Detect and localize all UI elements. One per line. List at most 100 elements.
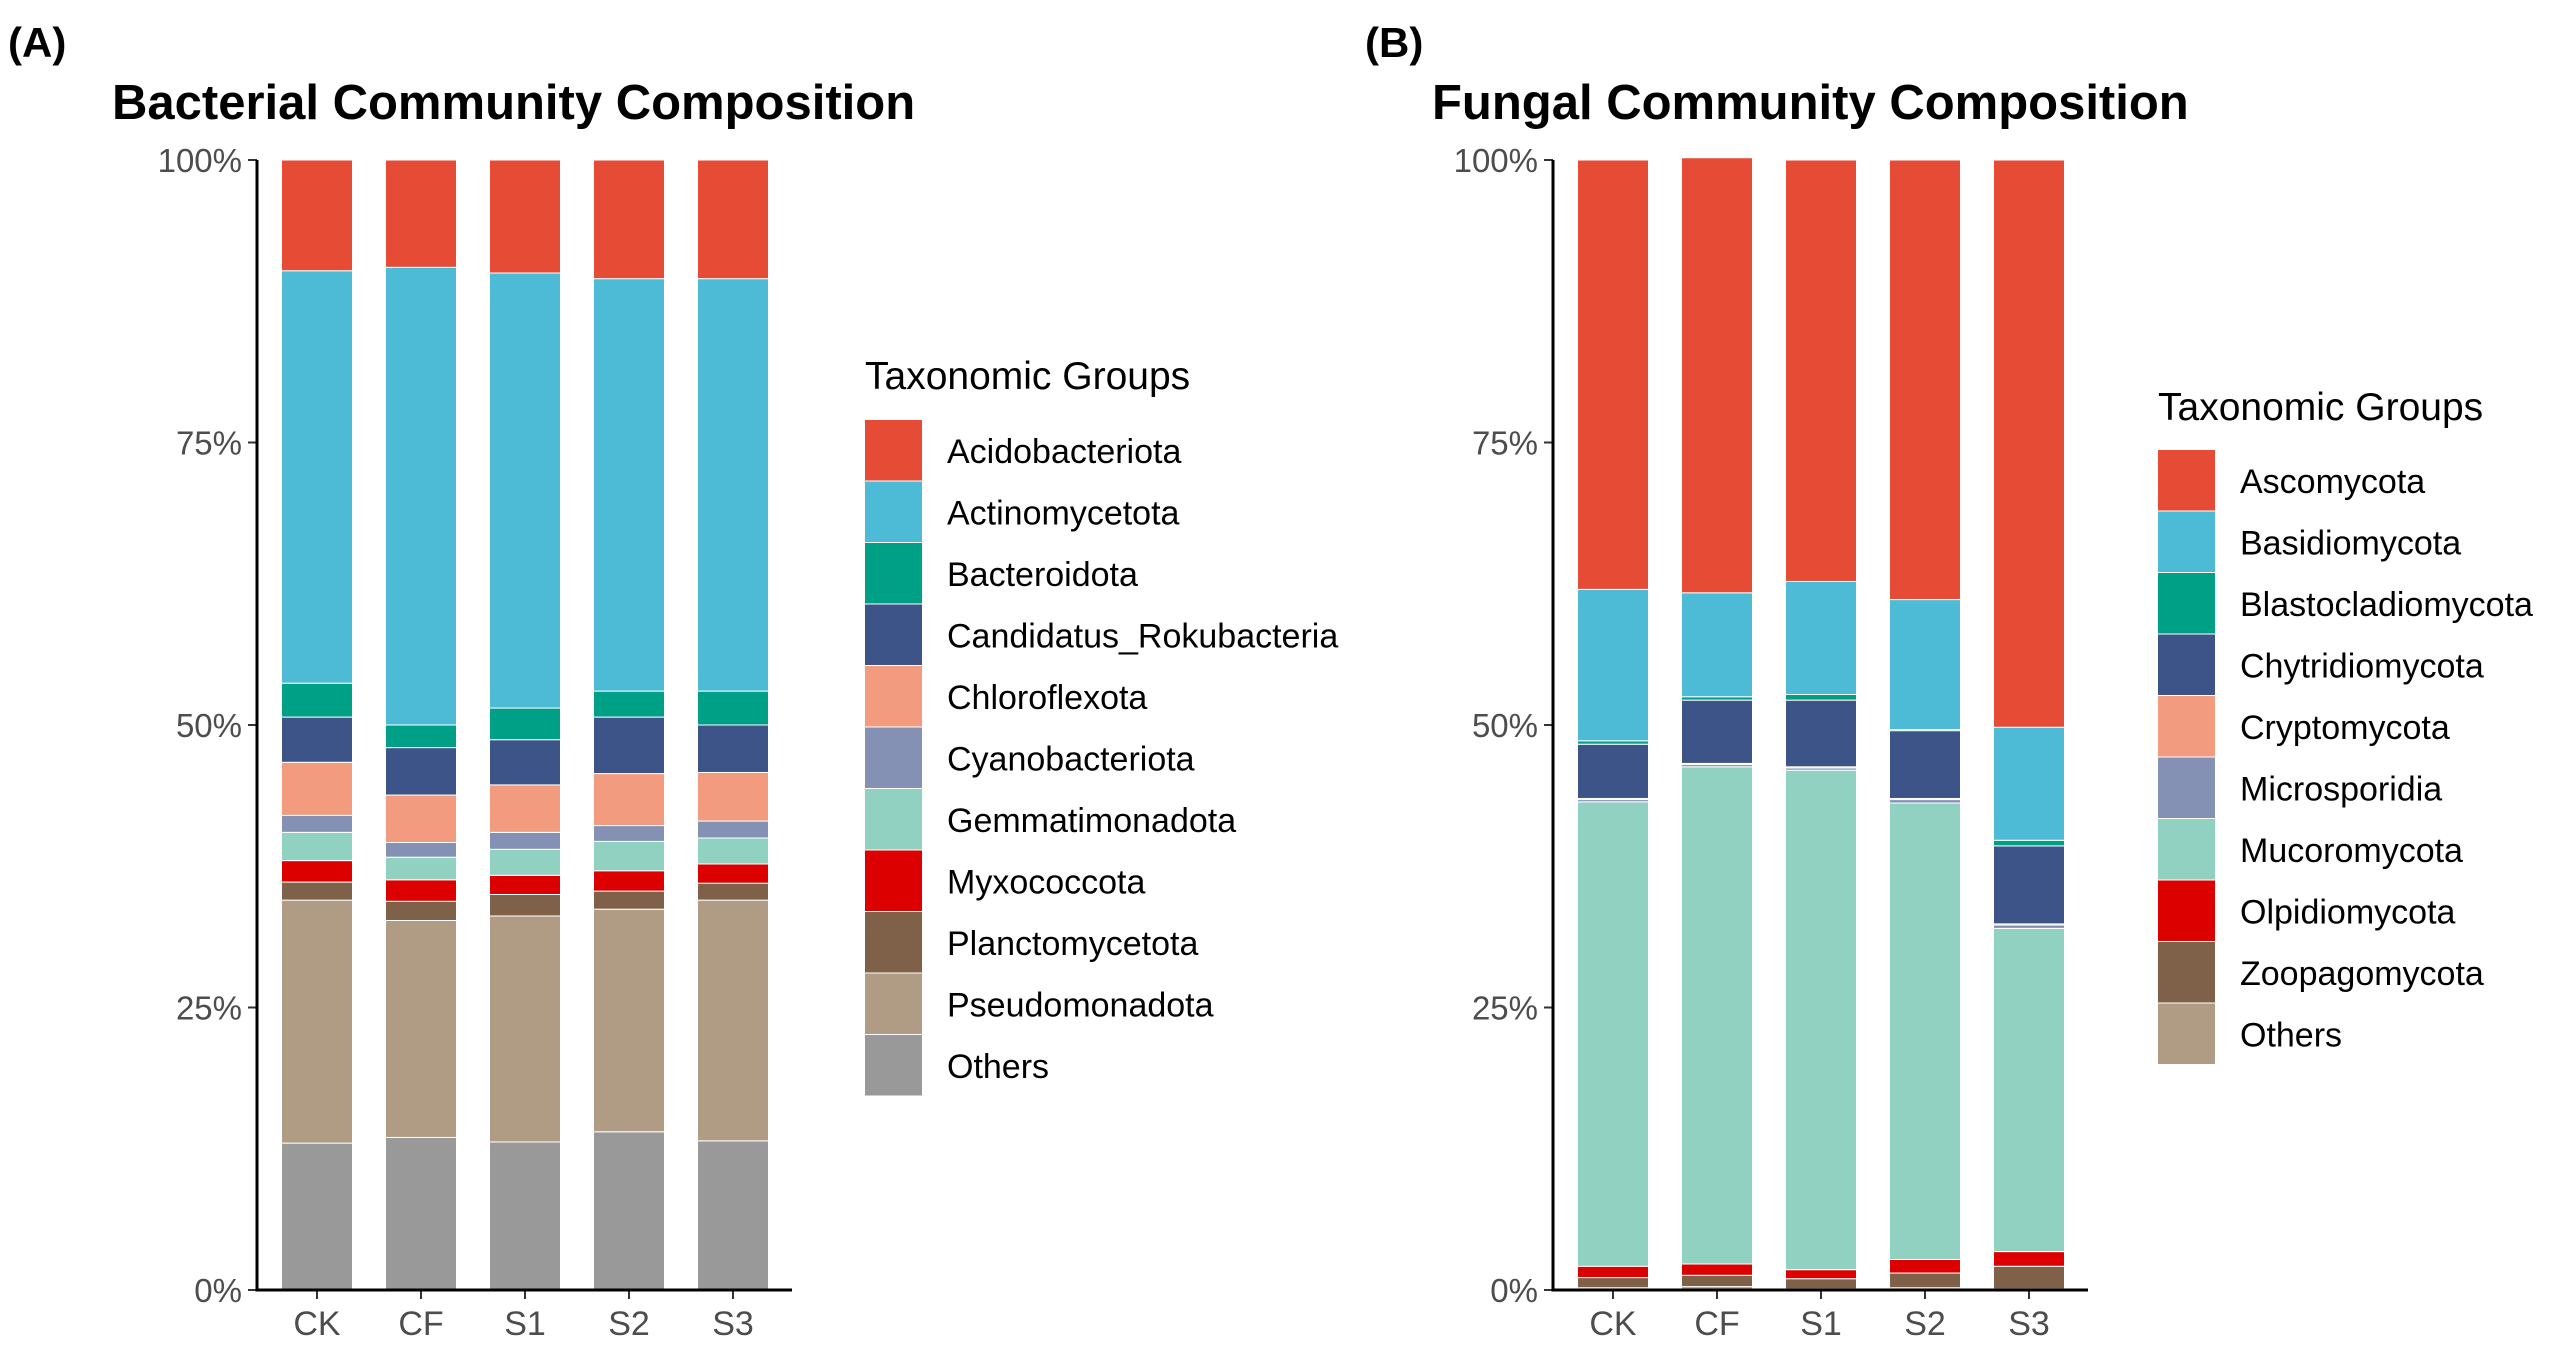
legend-b: Taxonomic Groups Ascomycota Basidiomycota B… bbox=[2158, 386, 2533, 1064]
legend-label-microsporidia: Microsporidia bbox=[2240, 770, 2442, 808]
bar-segment-b-cf-zoopagomycota bbox=[1681, 1274, 1753, 1288]
legend-label-ascomycota: Ascomycota bbox=[2240, 463, 2425, 501]
bar-segment-a-s1-actinomycetota bbox=[489, 272, 561, 709]
legend-swatch-bacteroidota bbox=[865, 543, 922, 604]
legend-a: Taxonomic Groups Acidobacteriota Actinomyc… bbox=[865, 355, 1338, 1096]
bar-segment-b-s2-mucoromycota bbox=[1889, 802, 1961, 1260]
bar-segment-b-cf-ascomycota bbox=[1681, 157, 1753, 594]
legend-swatch-actinomycetota bbox=[865, 481, 922, 542]
bar-segment-b-ck-chytridiomycota bbox=[1577, 743, 1649, 799]
y-tick-label: 0% bbox=[194, 1272, 242, 1309]
legend-swatch-zoopagomycota bbox=[2158, 942, 2215, 1003]
bar-segment-a-s3-acidobacteriota bbox=[697, 159, 769, 280]
bar-segment-a-s1-gemmatimonadota bbox=[489, 848, 561, 876]
bar-segment-b-s3-chytridiomycota bbox=[1993, 845, 2065, 925]
bar-segment-b-cf-basidiomycota bbox=[1681, 592, 1753, 698]
legend-swatch-candidatus-rokubacteria bbox=[865, 604, 922, 665]
legend-label-blastocladiomycota: Blastocladiomycota bbox=[2240, 586, 2533, 624]
x-tick-label-s3: S3 bbox=[2008, 1305, 2050, 1343]
bar-segment-a-s3-gemmatimonadota bbox=[697, 837, 769, 865]
bar-segment-b-cf-chytridiomycota bbox=[1681, 699, 1753, 764]
legend-swatch-others bbox=[2158, 1003, 2215, 1064]
y-tick-label: 50% bbox=[176, 707, 242, 744]
bar-segment-a-ck-actinomycetota bbox=[281, 270, 353, 684]
legend-swatch-microsporidia bbox=[2158, 757, 2215, 818]
y-tick-label: 25% bbox=[1472, 990, 1538, 1027]
bar-segment-a-s3-cyanobacteriota bbox=[697, 820, 769, 839]
bar-segment-a-cf-myxococcota bbox=[385, 879, 457, 902]
bar-segment-b-s3-olpidiomycota bbox=[1993, 1251, 2065, 1267]
bar-segment-b-s1-mucoromycota bbox=[1785, 769, 1857, 1271]
bar-segment-a-ck-others bbox=[281, 1142, 353, 1291]
x-tick-label-s3: S3 bbox=[712, 1305, 754, 1343]
bar-segment-b-s3-microsporidia bbox=[1993, 924, 2065, 929]
bar-segment-a-cf-planctomycetota bbox=[385, 900, 457, 921]
bar-segment-b-s2-microsporidia bbox=[1889, 799, 1961, 804]
bar-segment-b-cf-mucoromycota bbox=[1681, 766, 1753, 1265]
bar-segment-a-s2-actinomycetota bbox=[593, 278, 665, 692]
bar-segment-a-cf-pseudomonadota bbox=[385, 919, 457, 1138]
bar-segment-a-ck-gemmatimonadota bbox=[281, 831, 353, 862]
bar-segment-a-cf-actinomycetota bbox=[385, 266, 457, 726]
legend-label-chytridiomycota: Chytridiomycota bbox=[2240, 647, 2484, 685]
x-tick-label-s1: S1 bbox=[1800, 1305, 1842, 1343]
legend-label-others: Others bbox=[947, 1048, 1049, 1086]
bar-segment-a-s3-bacteroidota bbox=[697, 690, 769, 726]
bar-segment-a-ck-myxococcota bbox=[281, 860, 353, 883]
bar-segment-b-s2-basidiomycota bbox=[1889, 599, 1961, 731]
bar-segment-a-s2-planctomycetota bbox=[593, 890, 665, 910]
legend-label-olpidiomycota: Olpidiomycota bbox=[2240, 893, 2456, 931]
x-tick-label-s2: S2 bbox=[1904, 1305, 1946, 1343]
bar-segment-a-cf-others bbox=[385, 1136, 457, 1291]
y-tick-label: 75% bbox=[176, 425, 242, 462]
bar-segment-a-ck-planctomycetota bbox=[281, 881, 353, 901]
legend-swatch-chytridiomycota bbox=[2158, 634, 2215, 695]
panel-a: (A) Bacterial Community Composition 0% 25… bbox=[8, 19, 1338, 1343]
y-tick-label: 100% bbox=[158, 142, 242, 179]
y-tick-label: 100% bbox=[1454, 142, 1538, 179]
bar-segment-a-s3-pseudomonadota bbox=[697, 899, 769, 1142]
x-tick-label-ck: CK bbox=[1589, 1305, 1637, 1343]
legend-title: Taxonomic Groups bbox=[2158, 386, 2483, 429]
legend-swatch-blastocladiomycota bbox=[2158, 573, 2215, 634]
x-tick-label-s2: S2 bbox=[608, 1305, 650, 1343]
bar-segment-a-s3-chloroflexota bbox=[697, 771, 769, 822]
legend-label-gemmatimonadota: Gemmatimonadota bbox=[947, 802, 1236, 840]
panel-b: (B) Fungal Community Composition 0% 25% 50… bbox=[1365, 19, 2533, 1343]
bar-segment-a-cf-bacteroidota bbox=[385, 724, 457, 749]
legend-swatch-myxococcota bbox=[865, 850, 922, 911]
x-tick-label-cf: CF bbox=[1694, 1305, 1739, 1343]
bar-segment-b-s3-blastocladiomycota bbox=[1993, 839, 2065, 847]
bar-segment-b-s2-chytridiomycota bbox=[1889, 730, 1961, 799]
bar-segment-a-s1-acidobacteriota bbox=[489, 159, 561, 274]
legend-label-planctomycetota: Planctomycetota bbox=[947, 925, 1198, 963]
bar-segment-a-ck-candidatus-rokubacteria bbox=[281, 716, 353, 763]
legend-label-mucoromycota: Mucoromycota bbox=[2240, 832, 2463, 870]
legend-label-candidatus-rokubacteria: Candidatus_Rokubacteria bbox=[947, 617, 1338, 655]
bar-segment-b-s2-olpidiomycota bbox=[1889, 1258, 1961, 1274]
bar-segment-a-cf-cyanobacteriota bbox=[385, 842, 457, 858]
bar-segment-b-ck-olpidiomycota bbox=[1577, 1265, 1649, 1279]
y-tick-label: 0% bbox=[1490, 1272, 1538, 1309]
legend-title: Taxonomic Groups bbox=[865, 355, 1190, 398]
x-tick-label-cf: CF bbox=[398, 1305, 443, 1343]
y-tick-label: 50% bbox=[1472, 707, 1538, 744]
bar-segment-b-ck-ascomycota bbox=[1577, 159, 1649, 590]
bar-segment-a-s2-bacteroidota bbox=[593, 690, 665, 718]
legend-swatch-mucoromycota bbox=[2158, 819, 2215, 880]
legend-label-cyanobacteriota: Cyanobacteriota bbox=[947, 740, 1195, 778]
legend-label-others: Others bbox=[2240, 1016, 2342, 1054]
bar-segment-a-s2-pseudomonadota bbox=[593, 908, 665, 1133]
legend-label-zoopagomycota: Zoopagomycota bbox=[2240, 955, 2484, 993]
bar-segment-a-ck-pseudomonadota bbox=[281, 899, 353, 1144]
bar-segment-a-cf-candidatus-rokubacteria bbox=[385, 747, 457, 796]
bar-segment-b-s1-olpidiomycota bbox=[1785, 1269, 1857, 1280]
y-tick-label: 75% bbox=[1472, 425, 1538, 462]
bar-segment-a-s1-others bbox=[489, 1141, 561, 1291]
legend-swatch-chloroflexota bbox=[865, 666, 922, 727]
bar-segment-a-s2-cyanobacteriota bbox=[593, 825, 665, 842]
bar-segment-a-s3-planctomycetota bbox=[697, 882, 769, 901]
bar-segment-a-s1-cyanobacteriota bbox=[489, 831, 561, 850]
bar-segment-b-s2-ascomycota bbox=[1889, 159, 1961, 601]
